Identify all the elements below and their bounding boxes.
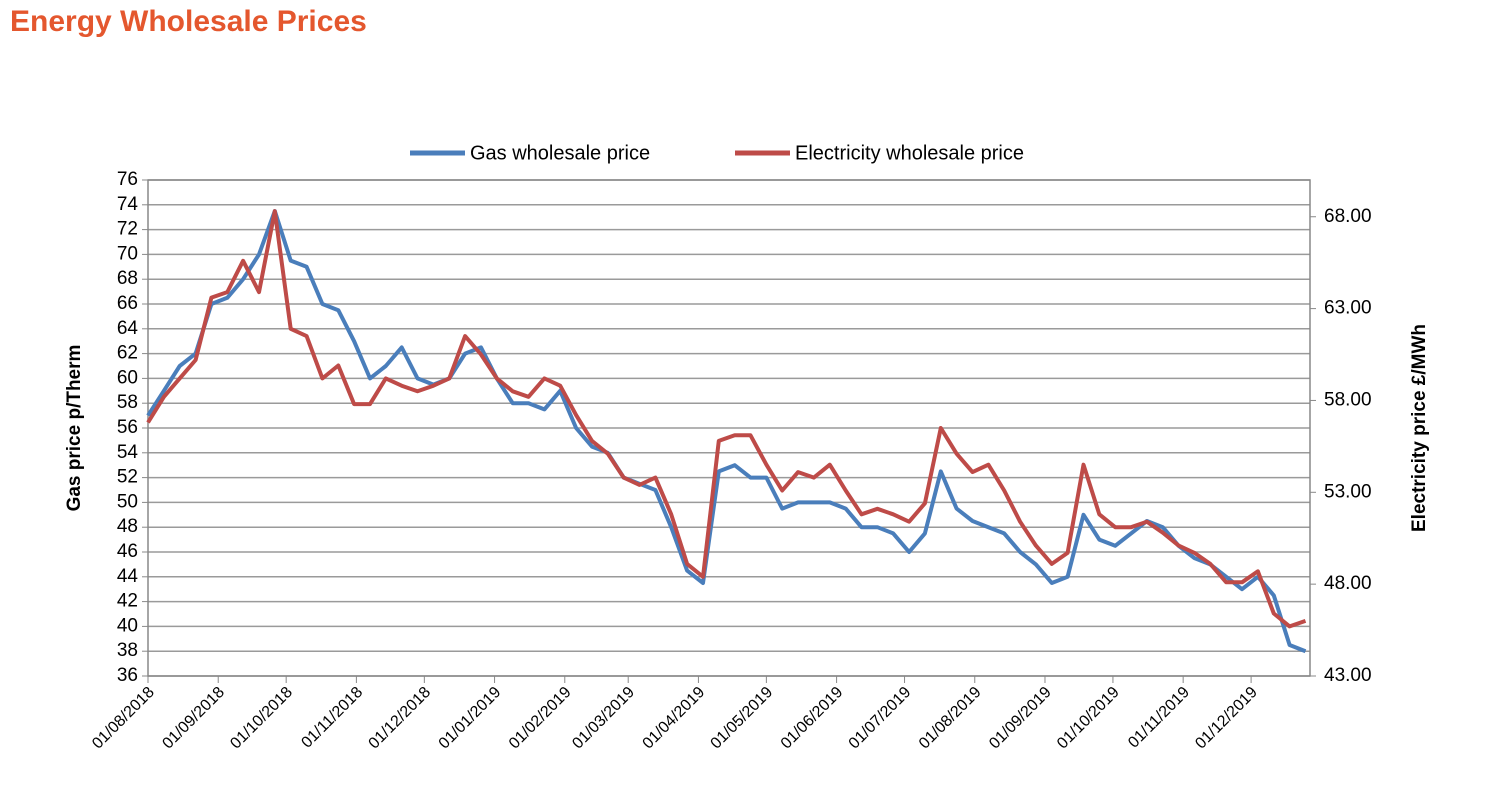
y2-tick-label: 53.00 [1324, 481, 1372, 502]
x-tick-label: 01/04/2019 [640, 684, 709, 753]
x-tick-label: 01/11/2019 [1125, 684, 1193, 752]
page-title: Energy Wholesale Prices [10, 5, 367, 38]
y-tick-label: 42 [117, 591, 138, 612]
x-tick-label: 01/10/2019 [1054, 684, 1123, 753]
x-tick-label: 01/12/2018 [366, 684, 435, 753]
y-tick-label: 54 [117, 442, 139, 463]
y-tick-label: 66 [117, 293, 138, 314]
legend-label: Electricity wholesale price [795, 142, 1024, 164]
y2-tick-label: 68.00 [1324, 206, 1372, 227]
x-tick-label: 01/07/2019 [846, 684, 915, 753]
x-tick-label: 01/05/2019 [708, 684, 777, 753]
y-tick-label: 48 [117, 516, 138, 537]
x-tick-label: 01/09/2019 [986, 684, 1055, 753]
y-tick-label: 68 [117, 268, 138, 289]
y-tick-label: 70 [117, 243, 138, 264]
y2-tick-label: 48.00 [1324, 573, 1372, 594]
y-tick-label: 58 [117, 392, 138, 413]
series-line [146, 209, 1307, 629]
x-tick-label: 01/01/2019 [436, 684, 505, 753]
y-tick-label: 60 [117, 367, 138, 388]
x-tick-label: 01/11/2018 [298, 684, 366, 752]
y-axis-label: Gas price p/Therm [64, 345, 85, 512]
y-tick-label: 44 [117, 566, 139, 587]
y-tick-label: 40 [117, 615, 138, 636]
y-tick-label: 76 [117, 169, 138, 190]
x-tick-label: 01/02/2019 [506, 684, 575, 753]
x-tick-label: 01/12/2019 [1192, 684, 1261, 753]
y-tick-label: 50 [117, 491, 138, 512]
plot-border [147, 179, 1311, 677]
y-tick-label: 64 [117, 318, 139, 339]
y-tick-label: 62 [117, 343, 138, 364]
x-tick-label: 01/06/2019 [778, 684, 847, 753]
x-tick-label: 01/10/2018 [227, 684, 296, 753]
x-tick-label: 01/09/2018 [159, 684, 228, 753]
y2-tick-label: 63.00 [1324, 298, 1372, 319]
y-tick-label: 52 [117, 467, 138, 488]
y2-axis-label: Electricity price £/MWh [1409, 324, 1430, 532]
y-tick-label: 46 [117, 541, 138, 562]
x-tick-label: 01/03/2019 [569, 684, 638, 753]
y2-tick-label: 58.00 [1324, 389, 1372, 410]
legend-label: Gas wholesale price [470, 142, 650, 164]
y-tick-label: 38 [117, 640, 138, 661]
x-tick-label: 01/08/2019 [916, 684, 985, 753]
x-tick-label: 01/08/2018 [89, 684, 158, 753]
y-tick-label: 36 [117, 665, 138, 686]
y-tick-label: 72 [117, 219, 138, 240]
y-tick-label: 56 [117, 417, 138, 438]
series-line [146, 209, 1307, 654]
y2-tick-label: 43.00 [1324, 665, 1372, 686]
y-tick-label: 74 [117, 194, 139, 215]
